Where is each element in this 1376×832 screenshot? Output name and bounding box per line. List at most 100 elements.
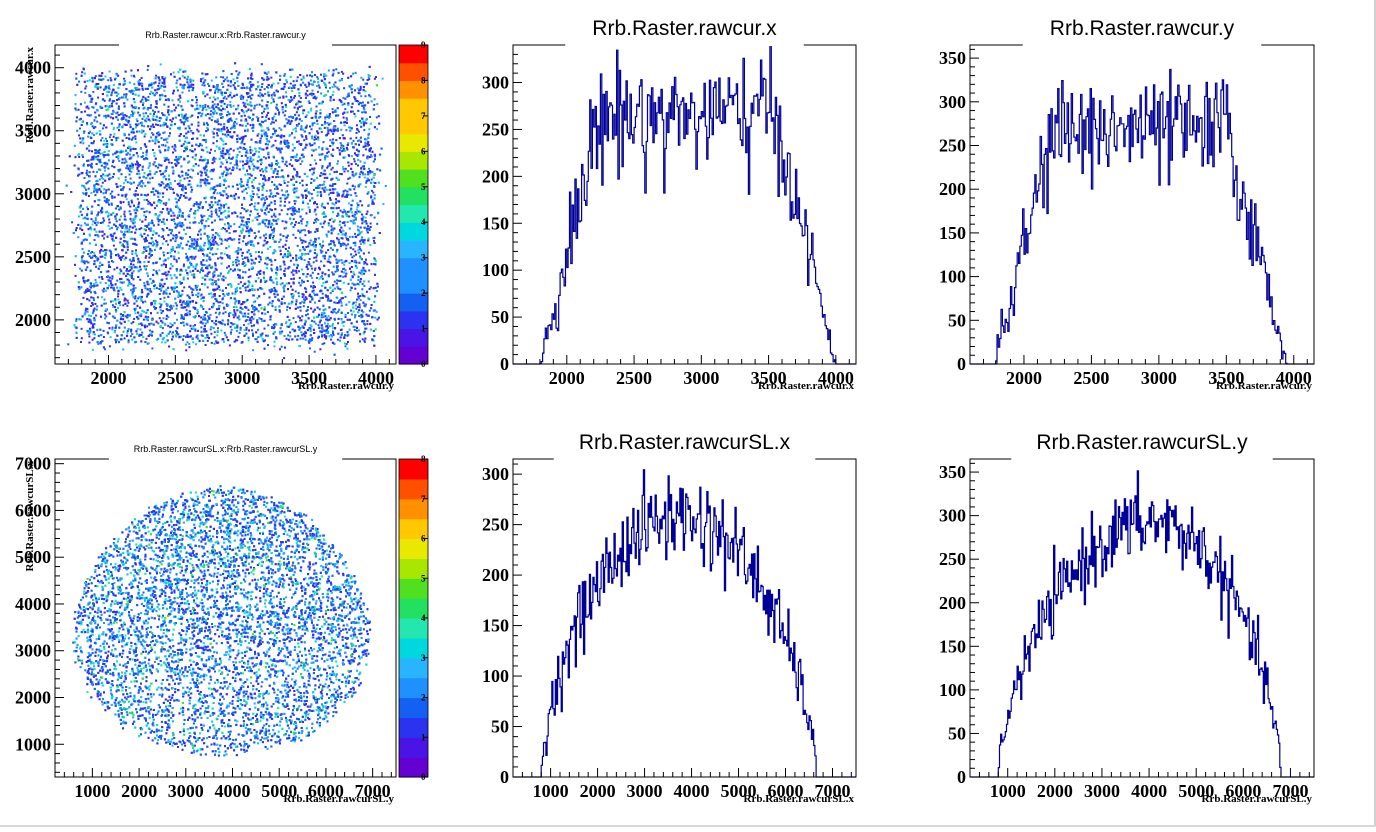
heatmap-cell bbox=[164, 203, 167, 206]
heatmap-cell bbox=[310, 128, 313, 131]
heatmap-cell bbox=[323, 180, 326, 183]
heatmap-cell bbox=[270, 215, 273, 218]
heatmap-cell bbox=[110, 177, 113, 179]
heatmap-cell bbox=[126, 243, 129, 246]
heatmap-cell bbox=[179, 280, 182, 283]
heatmap-cell bbox=[262, 170, 265, 173]
heatmap-cell bbox=[84, 238, 87, 241]
heatmap-cell bbox=[152, 109, 154, 112]
heatmap-cell bbox=[143, 199, 146, 201]
heatmap-cell bbox=[102, 336, 105, 338]
heatmap-cell bbox=[356, 225, 359, 228]
heatmap-cell bbox=[242, 240, 245, 243]
heatmap-cell bbox=[245, 221, 248, 224]
heatmap-cell bbox=[188, 297, 191, 300]
heatmap-cell bbox=[292, 317, 295, 320]
heatmap-cell bbox=[211, 130, 214, 133]
heatmap-cell bbox=[210, 119, 213, 122]
heatmap-cell bbox=[264, 281, 267, 284]
heatmap-cell bbox=[244, 286, 247, 289]
heatmap-cell bbox=[171, 245, 174, 248]
heatmap-cell bbox=[329, 87, 331, 89]
heatmap-cell bbox=[221, 302, 224, 305]
heatmap-cell bbox=[337, 160, 339, 163]
heatmap-cell bbox=[246, 192, 248, 195]
heatmap-cell bbox=[128, 188, 131, 191]
heatmap-cell bbox=[281, 193, 284, 196]
heatmap-cell bbox=[207, 209, 210, 211]
heatmap-cell bbox=[190, 83, 193, 86]
heatmap-cell bbox=[214, 98, 217, 101]
heatmap-cell bbox=[183, 316, 185, 319]
heatmap-cell bbox=[127, 201, 130, 204]
heatmap-cell bbox=[117, 253, 120, 256]
heatmap-cell bbox=[79, 210, 82, 213]
heatmap-cell bbox=[265, 195, 268, 198]
heatmap-cell bbox=[155, 204, 158, 207]
heatmap-cell bbox=[240, 155, 243, 157]
heatmap-cell bbox=[355, 329, 358, 332]
heatmap-cell bbox=[350, 194, 353, 197]
heatmap-cell bbox=[183, 135, 186, 138]
heatmap-cell bbox=[365, 122, 368, 125]
heatmap-cell bbox=[132, 257, 135, 259]
heatmap-cell bbox=[337, 214, 340, 217]
heatmap-cell bbox=[302, 155, 305, 158]
heatmap-cell bbox=[246, 103, 249, 106]
heatmap-cell bbox=[249, 321, 252, 324]
heatmap-cell bbox=[152, 269, 155, 271]
heatmap-cell bbox=[266, 135, 269, 138]
heatmap-cell bbox=[131, 110, 134, 113]
heatmap-cell bbox=[271, 229, 274, 232]
heatmap-cell bbox=[249, 89, 252, 92]
heatmap-cell bbox=[317, 324, 320, 327]
heatmap-cell bbox=[254, 208, 257, 211]
heatmap-cell bbox=[219, 274, 222, 277]
heatmap-cell bbox=[228, 245, 230, 248]
heatmap-cell bbox=[368, 128, 371, 131]
heatmap-cell bbox=[175, 259, 178, 262]
heatmap-cell bbox=[185, 349, 188, 352]
heatmap-cell bbox=[210, 79, 213, 82]
heatmap-cell bbox=[104, 257, 107, 259]
heatmap-cell bbox=[208, 308, 211, 311]
heatmap-cell bbox=[253, 165, 256, 168]
heatmap-cell bbox=[244, 320, 247, 323]
heatmap-cell bbox=[160, 173, 163, 176]
heatmap-cell bbox=[305, 137, 308, 140]
heatmap-cell bbox=[230, 331, 232, 334]
heatmap-cell bbox=[194, 212, 197, 215]
heatmap-cell bbox=[322, 183, 325, 186]
heatmap-cell bbox=[147, 95, 150, 98]
heatmap-cell bbox=[236, 107, 239, 110]
heatmap-cell bbox=[189, 183, 192, 186]
heatmap-cell bbox=[175, 269, 178, 272]
heatmap-cell bbox=[292, 233, 295, 236]
heatmap-cell bbox=[319, 249, 322, 252]
heatmap-cell bbox=[98, 130, 101, 133]
heatmap-cell bbox=[258, 103, 261, 106]
heatmap-cell bbox=[91, 106, 94, 108]
heatmap-cell bbox=[163, 138, 165, 141]
heatmap-cell bbox=[213, 336, 216, 339]
heatmap-cell bbox=[175, 86, 178, 89]
heatmap-cell bbox=[126, 304, 129, 307]
heatmap-cell bbox=[326, 299, 329, 302]
heatmap-cell bbox=[341, 103, 344, 106]
heatmap-cell bbox=[365, 181, 368, 184]
heatmap-cell bbox=[339, 220, 342, 223]
heatmap-cell bbox=[305, 114, 308, 117]
heatmap-cell bbox=[305, 135, 308, 138]
heatmap-cell bbox=[158, 317, 161, 320]
heatmap-cell bbox=[357, 249, 360, 251]
heatmap-cell bbox=[222, 86, 225, 88]
heatmap-cell bbox=[142, 207, 145, 210]
heatmap-cell bbox=[250, 243, 252, 246]
heatmap-cell bbox=[353, 188, 356, 191]
heatmap-cell bbox=[171, 265, 174, 268]
heatmap-cell bbox=[369, 222, 372, 225]
heatmap-cell bbox=[112, 83, 115, 86]
heatmap-cell bbox=[237, 335, 240, 338]
heatmap-cell bbox=[143, 265, 146, 268]
heatmap-cell bbox=[120, 173, 123, 176]
